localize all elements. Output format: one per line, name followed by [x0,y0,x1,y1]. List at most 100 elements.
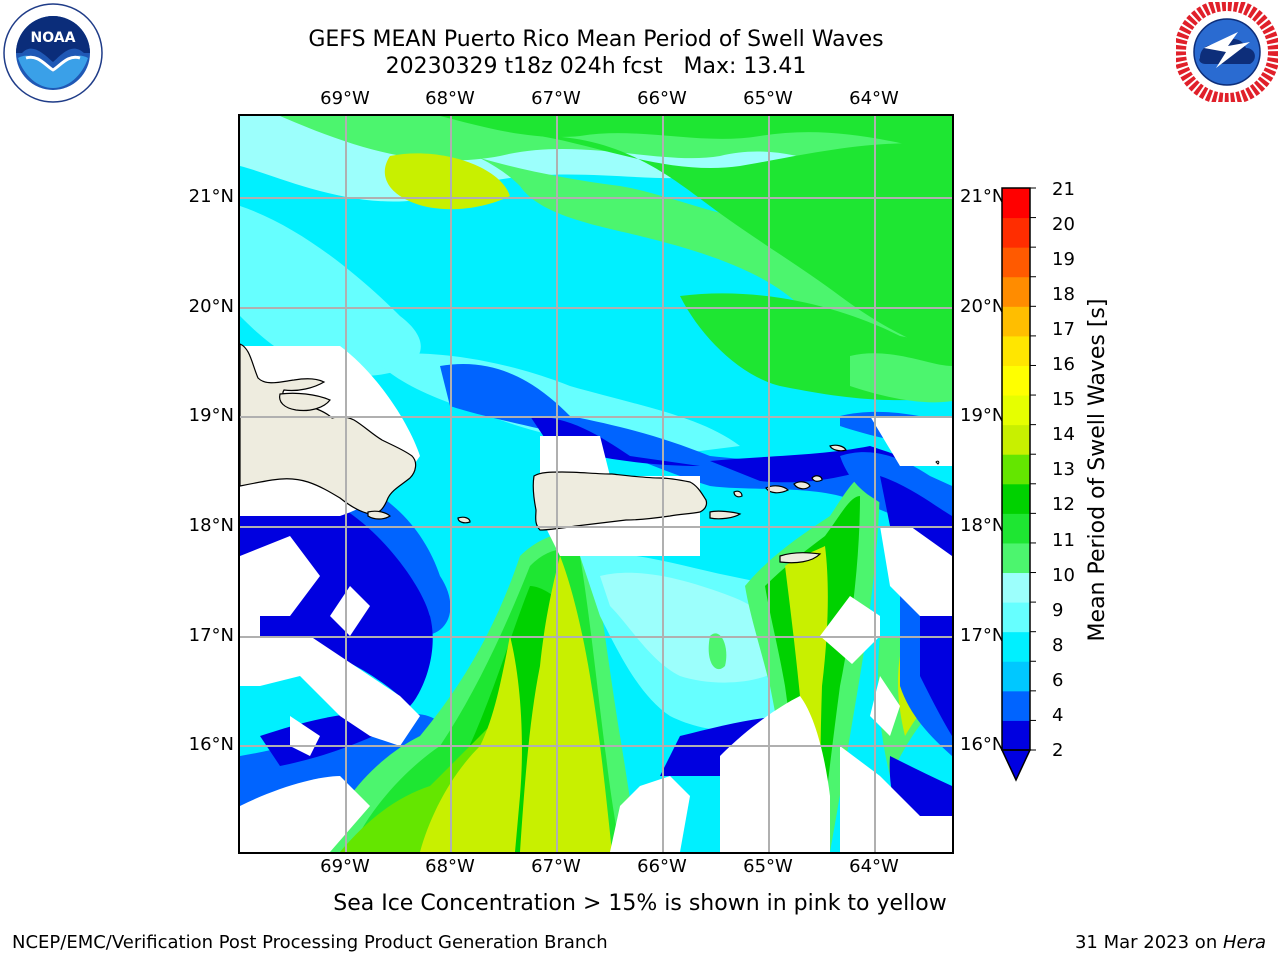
lon-tick-bottom: 69°W [320,856,370,877]
masked-area [800,796,820,826]
lon-tick-top: 68°W [425,88,475,109]
colorbar-tick: 9 [1052,600,1064,621]
colorbar-segment [1002,720,1030,751]
lat-tick-left: 20°N [188,296,234,317]
colorbar-tick: 11 [1052,530,1075,551]
footer-credit: NCEP/EMC/Verification Post Processing Pr… [12,932,608,953]
swell-period-field [240,116,952,852]
masked-area [610,776,690,852]
island-land [457,516,471,524]
lat-tick-right: 18°N [960,515,1006,536]
island-land [367,510,391,520]
colorbar-frame [1001,187,1031,751]
field-contour [440,116,952,156]
colorbar-segment [1002,306,1030,337]
map-title-line1: GEFS MEAN Puerto Rico Mean Period of Swe… [308,27,884,52]
lat-tick-left: 16°N [188,734,234,755]
masked-area [870,416,952,466]
colorbar-segment [1002,247,1030,278]
colorbar-title: Mean Period of Swell Waves [s] [1085,298,1110,642]
colorbar-tick: 16 [1052,354,1075,375]
colorbar-tick: 19 [1052,249,1075,270]
colorbar-tick: 18 [1052,284,1075,305]
lon-tick-top: 67°W [531,88,581,109]
lat-tick-left: 18°N [188,515,234,536]
field-contour [440,364,952,536]
footer-date-text: 31 Mar 2023 on [1074,932,1223,953]
masked-area [240,636,420,746]
colorbar-segment [1002,513,1030,544]
lon-tick-top: 65°W [743,88,793,109]
noaa-logo-text: NOAA [31,30,76,46]
island-land [935,460,940,465]
lon-tick-bottom: 68°W [425,856,475,877]
masked-area [720,696,830,852]
field-contour [708,633,727,670]
masked-area [840,746,952,852]
colorbar-tick: 8 [1052,635,1064,656]
island-land [829,444,847,452]
colorbar-tick: 15 [1052,389,1075,410]
lon-tick-top: 64°W [849,88,899,109]
island-land [765,485,790,494]
footer-system: Hera [1222,932,1266,953]
colorbar-extend-arrow [1000,749,1032,782]
colorbar-segment [1002,602,1030,633]
island-land [279,392,331,412]
colorbar-segment [1002,188,1030,219]
island-land [793,481,811,490]
colorbar-segment [1002,454,1030,485]
colorbar-tick: 2 [1052,740,1064,761]
masked-area [820,596,880,664]
hispaniola-land [240,343,417,515]
colorbar-segment [1002,276,1030,307]
lat-tick-left: 17°N [188,625,234,646]
island-land [811,475,823,482]
field-contour [540,136,952,356]
colorbar-tick: 17 [1052,319,1075,340]
colorbar-segment [1002,365,1030,396]
lon-tick-bottom: 64°W [849,856,899,877]
colorbar-segment [1002,424,1030,455]
colorbar-segment [1002,631,1030,662]
island-land [779,552,822,564]
sea-ice-note: Sea Ice Concentration > 15% is shown in … [333,891,947,916]
lat-tick-right: 17°N [960,625,1006,646]
lon-tick-bottom: 66°W [637,856,687,877]
lat-tick-left: 19°N [188,405,234,426]
colorbar-segment [1002,542,1030,574]
colorbar-tick: 4 [1052,705,1064,726]
masked-area [880,526,952,616]
colorbar-segment [1002,690,1030,721]
gridlines [240,116,952,852]
field-contour [920,616,952,736]
masked-area [240,776,370,852]
field-contour [530,416,700,466]
colorbar-segment [1002,335,1030,366]
lat-tick-right: 21°N [960,186,1006,207]
lon-tick-bottom: 65°W [743,856,793,877]
map-title-line2: 20230329 t18z 024h fcst Max: 13.41 [385,54,807,79]
masked-area [240,536,320,636]
colorbar-tick: 14 [1052,424,1075,445]
lat-tick-right: 20°N [960,296,1006,317]
lat-tick-right: 16°N [960,734,1006,755]
colorbar-segment [1002,395,1030,426]
field-contour [384,153,510,210]
island-land [733,490,743,498]
map-panel[interactable] [238,114,954,854]
island-land [709,510,742,520]
colorbar-segment [1002,661,1030,692]
field-contour [240,206,421,376]
colorbar-segment [1002,483,1030,514]
lat-tick-left: 21°N [188,186,234,207]
colorbar-tick: 10 [1052,565,1075,586]
lon-tick-top: 66°W [637,88,687,109]
colorbar-tick: 6 [1052,670,1064,691]
colorbar-tick: 13 [1052,459,1075,480]
nws-logo [1176,2,1278,102]
field-contour [520,556,612,852]
field-contour [420,636,522,852]
lat-tick-right: 19°N [960,405,1006,426]
colorbar-segment [1002,572,1030,603]
